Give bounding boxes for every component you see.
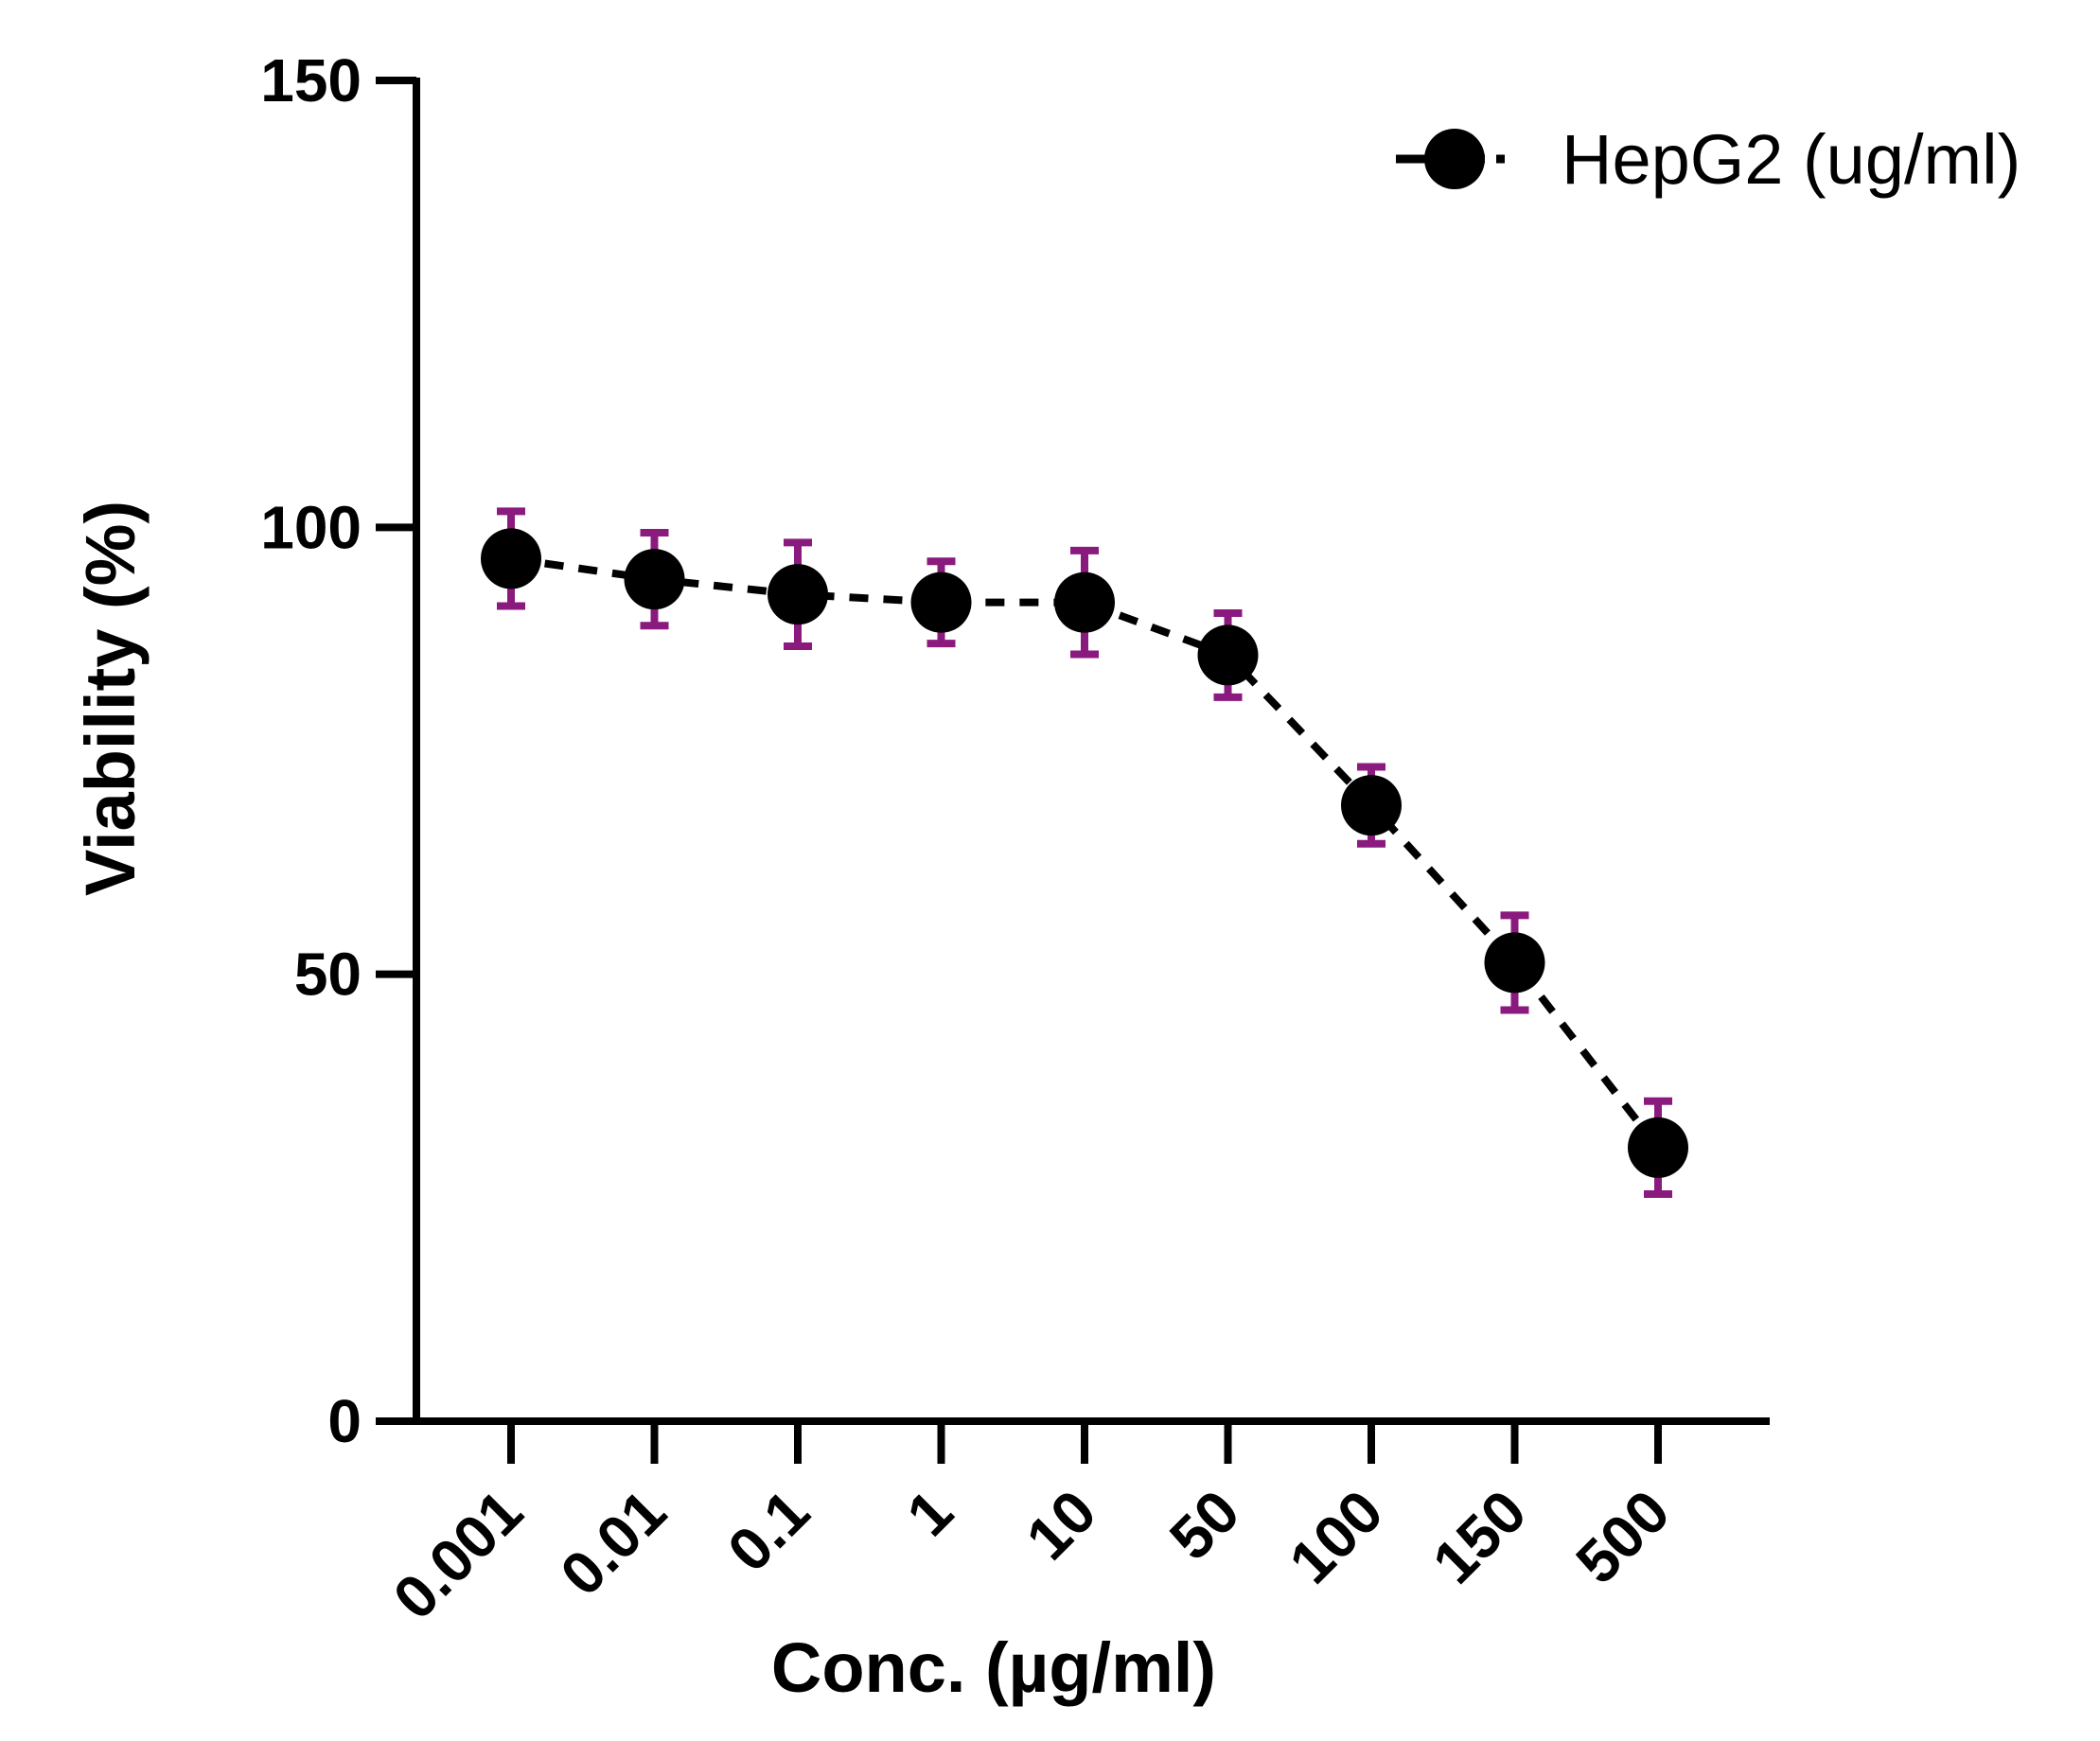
data-point [1054,572,1115,633]
data-point [481,528,541,589]
data-point [624,549,685,610]
y-tick-label: 100 [260,493,362,561]
legend: HepG2 (ug/ml) [1396,120,2021,199]
x-axis-title: Conc. (µg/ml) [771,1628,1216,1707]
x-tick-label: 1 [893,1477,965,1549]
x-tick-label: 100 [1276,1477,1395,1596]
x-tick-label: 500 [1562,1477,1682,1596]
x-tick-label: 0.01 [547,1477,679,1609]
x-tick-label: 0.001 [380,1477,536,1632]
x-tick-label: 0.1 [715,1477,822,1585]
data-point [768,564,828,625]
legend-marker [1424,129,1485,189]
x-tick-label: 10 [1014,1477,1109,1573]
y-tick-label: 150 [260,46,362,114]
data-point [1341,775,1402,836]
legend-label: HepG2 (ug/ml) [1562,120,2021,199]
data-point [910,572,972,633]
data-point [1197,624,1259,686]
y-tick-label: 50 [294,941,362,1009]
x-tick-label: 50 [1156,1477,1252,1573]
data-point [1628,1117,1688,1178]
y-tick-label: 0 [327,1387,362,1455]
x-tick-label: 150 [1420,1477,1539,1596]
data-point [1484,932,1545,994]
y-axis-title: Viability (%) [71,501,150,896]
series-group [481,507,1688,1199]
